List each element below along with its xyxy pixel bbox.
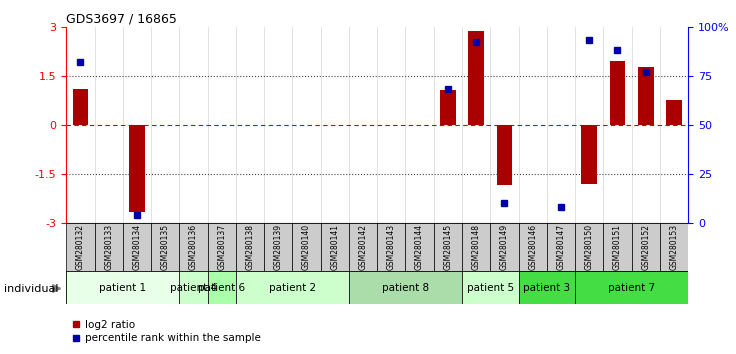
Text: GSM280147: GSM280147 (556, 224, 565, 270)
Text: GDS3697 / 16865: GDS3697 / 16865 (66, 12, 177, 25)
Bar (292, 223, 321, 271)
Text: patient 3: patient 3 (523, 282, 570, 293)
Text: GSM280150: GSM280150 (584, 224, 594, 270)
Bar (151, 223, 180, 271)
Text: GSM280134: GSM280134 (132, 224, 141, 270)
Bar (490, 223, 519, 271)
Text: GSM280151: GSM280151 (613, 224, 622, 270)
Text: GSM280152: GSM280152 (641, 224, 651, 270)
Text: GSM280141: GSM280141 (330, 224, 339, 270)
Text: GSM280139: GSM280139 (274, 224, 283, 270)
Bar (609, 61, 626, 125)
Bar (468, 32, 484, 125)
Text: GSM280136: GSM280136 (189, 224, 198, 270)
Bar (604, 223, 631, 271)
Text: GSM280137: GSM280137 (217, 224, 226, 270)
Bar (349, 223, 377, 271)
Bar (434, 223, 462, 271)
Bar (519, 271, 575, 304)
Text: patient 8: patient 8 (382, 282, 429, 293)
Text: individual: individual (4, 284, 58, 293)
Text: GSM280144: GSM280144 (415, 224, 424, 270)
Bar (660, 223, 688, 271)
Bar (73, 89, 88, 125)
Text: GSM280153: GSM280153 (670, 224, 679, 270)
Bar (406, 223, 434, 271)
Text: patient 7: patient 7 (608, 282, 655, 293)
Legend: log2 ratio, percentile rank within the sample: log2 ratio, percentile rank within the s… (71, 320, 261, 343)
Bar (264, 223, 292, 271)
Bar (66, 271, 180, 304)
Text: GSM280145: GSM280145 (443, 224, 453, 270)
Bar (236, 271, 349, 304)
Bar (575, 223, 604, 271)
Text: GSM280140: GSM280140 (302, 224, 311, 270)
Bar (180, 223, 208, 271)
Bar (497, 125, 512, 185)
Text: GSM280146: GSM280146 (528, 224, 537, 270)
Text: patient 4: patient 4 (170, 282, 217, 293)
Text: patient 1: patient 1 (99, 282, 146, 293)
Text: patient 2: patient 2 (269, 282, 316, 293)
Text: GSM280142: GSM280142 (358, 224, 367, 270)
Text: patient 5: patient 5 (467, 282, 514, 293)
Bar (575, 271, 688, 304)
Bar (638, 68, 654, 125)
Bar (180, 271, 208, 304)
Bar (349, 271, 462, 304)
Bar (94, 223, 123, 271)
Text: GSM280133: GSM280133 (104, 224, 113, 270)
Bar (462, 223, 490, 271)
Bar (129, 125, 145, 212)
Text: patient 6: patient 6 (198, 282, 245, 293)
Bar (631, 223, 660, 271)
Bar (519, 223, 547, 271)
Bar (66, 223, 94, 271)
Bar (581, 125, 597, 184)
Bar (321, 223, 349, 271)
Text: GSM280138: GSM280138 (246, 224, 255, 270)
Bar (440, 90, 456, 125)
Bar (236, 223, 264, 271)
Bar (208, 271, 236, 304)
Bar (462, 271, 519, 304)
Text: GSM280135: GSM280135 (160, 224, 170, 270)
Text: GSM280132: GSM280132 (76, 224, 85, 270)
Text: GSM280143: GSM280143 (387, 224, 396, 270)
Bar (208, 223, 236, 271)
Text: GSM280148: GSM280148 (472, 224, 481, 270)
Text: GSM280149: GSM280149 (500, 224, 509, 270)
Bar (666, 100, 682, 125)
Bar (377, 223, 406, 271)
Bar (123, 223, 151, 271)
Bar (547, 223, 575, 271)
